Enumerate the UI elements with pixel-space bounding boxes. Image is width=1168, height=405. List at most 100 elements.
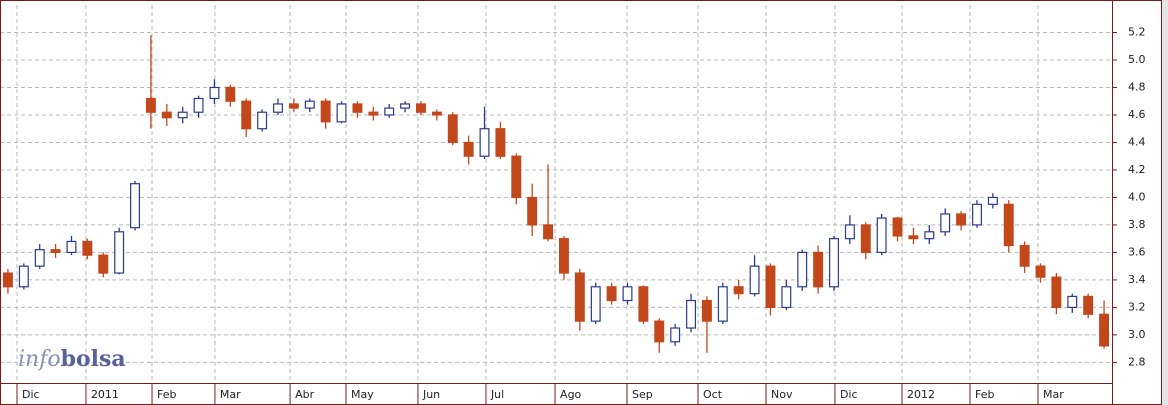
candle-body: [2, 272, 13, 288]
candle-body: [225, 86, 236, 102]
x-tick-label: Jul: [490, 388, 504, 401]
x-tick-label: Nov: [771, 388, 793, 401]
x-tick-label: 2011: [91, 388, 119, 401]
candle-body: [50, 249, 61, 254]
candle-body: [130, 183, 140, 229]
candle-body: [479, 128, 490, 157]
candle-body: [829, 238, 839, 288]
x-tick-label: Mar: [1043, 388, 1064, 401]
candle-body: [574, 272, 585, 322]
candle-body: [145, 97, 156, 113]
x-tick-label: 2012: [907, 388, 935, 401]
candle-body: [257, 111, 268, 130]
candle-body: [701, 299, 712, 322]
x-tick-label: Mar: [220, 388, 241, 401]
watermark-info: info: [18, 347, 61, 372]
candle-body: [1035, 265, 1046, 278]
candle-body: [892, 217, 903, 237]
candle-body: [209, 86, 220, 100]
candle-body: [447, 114, 458, 144]
candle-body: [670, 327, 681, 343]
candle-body: [273, 103, 283, 113]
x-tick-label: May: [351, 388, 374, 401]
candle-body: [638, 286, 649, 322]
candle-body: [765, 265, 776, 308]
x-tick-label: Ago: [560, 388, 582, 401]
candle-body: [543, 224, 554, 240]
candle-body: [1099, 313, 1110, 347]
candle-body: [241, 100, 252, 130]
candle-body: [177, 111, 188, 119]
candle-body: [400, 103, 411, 109]
candle-body: [495, 128, 506, 157]
x-tick-label: Oct: [703, 388, 723, 401]
candle-body: [1051, 276, 1062, 309]
y-tick-label: 3.2: [1128, 300, 1146, 313]
y-tick-label: 4.8: [1128, 80, 1146, 93]
candle-body: [1083, 295, 1094, 315]
candle-body: [304, 100, 315, 109]
right-strip: [1162, 0, 1168, 405]
candle-body: [622, 286, 633, 302]
candle-body: [940, 213, 951, 233]
candle-body: [320, 100, 331, 123]
candle-body: [511, 155, 522, 199]
candle-body: [844, 224, 855, 240]
candle-body: [288, 103, 299, 109]
y-tick-label: 4.6: [1128, 108, 1146, 121]
candle-body: [161, 111, 172, 119]
candle-body: [606, 286, 617, 302]
y-tick-label: 4.0: [1128, 190, 1146, 203]
x-tick-label: Jun: [422, 388, 440, 401]
candle-body: [590, 286, 601, 322]
candle-body: [82, 240, 93, 256]
candle-body: [781, 286, 792, 309]
candle-body: [797, 251, 808, 288]
y-tick-label: 2.8: [1128, 355, 1146, 368]
y-tick-label: 3.6: [1128, 245, 1146, 258]
candle-body: [368, 111, 379, 116]
candle-body: [114, 231, 125, 274]
candle-body: [972, 203, 982, 226]
candle-body: [654, 320, 665, 343]
y-tick-label: 3.8: [1128, 218, 1146, 231]
candle-body: [98, 254, 109, 274]
candle-body: [908, 235, 919, 240]
watermark: infobolsa: [18, 346, 126, 372]
candle-body: [336, 103, 347, 123]
y-tick-label: 5.2: [1128, 25, 1146, 38]
watermark-bolsa: bolsa: [61, 346, 126, 372]
x-tick-label: Abr: [295, 388, 315, 401]
y-tick-label: 5.0: [1128, 53, 1146, 66]
candle-body: [527, 196, 538, 226]
y-tick-label: 3.0: [1128, 328, 1146, 341]
x-tick-label: Sep: [632, 388, 653, 401]
candle-body: [813, 251, 824, 288]
candle-body: [924, 231, 935, 240]
candle-body: [860, 224, 871, 254]
x-tick-label: Dic: [22, 388, 40, 401]
candle-body: [1067, 295, 1078, 308]
candle-body: [416, 103, 426, 113]
x-tick-label: Feb: [975, 388, 994, 401]
candle-body: [384, 107, 395, 116]
candle-body: [558, 238, 569, 274]
candle-body: [352, 103, 363, 113]
candle-body: [956, 213, 967, 226]
candle-body: [749, 265, 760, 295]
candle-body: [431, 111, 442, 116]
candle-body: [717, 286, 728, 322]
candle-body: [193, 97, 204, 113]
candle-body: [733, 286, 744, 295]
y-tick-label: 3.4: [1128, 273, 1146, 286]
candle-body: [34, 249, 45, 267]
candle-body: [66, 240, 77, 254]
candle-body: [18, 265, 29, 288]
y-tick-label: 4.2: [1128, 163, 1146, 176]
candle-body: [876, 217, 887, 254]
candle-body: [987, 196, 998, 205]
candle-body: [1003, 203, 1014, 247]
candle-body: [686, 299, 696, 329]
